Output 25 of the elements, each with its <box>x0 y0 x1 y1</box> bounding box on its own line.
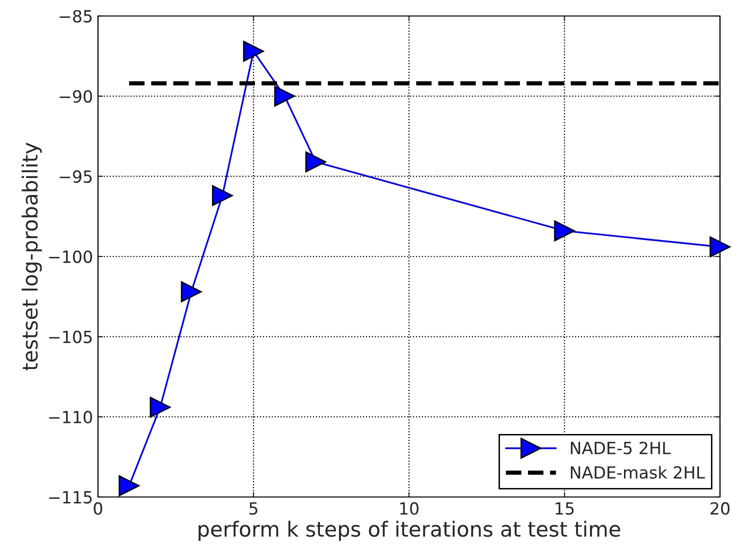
point <box>212 185 233 206</box>
y-tick-label: −95 <box>60 170 92 183</box>
x-tick-label: 20 <box>710 502 730 515</box>
point <box>274 86 296 107</box>
y-tick-label: −85 <box>60 10 92 23</box>
y-tick-label: −90 <box>60 90 92 103</box>
y-tick-label: −100 <box>49 250 92 264</box>
point <box>554 220 575 242</box>
x-tick-label: 0 <box>94 502 102 515</box>
x-tick-label: 5 <box>249 502 258 515</box>
point <box>150 396 171 418</box>
legend-label: NADE-5 2HL <box>570 442 671 454</box>
x-tick-label: 15 <box>556 502 574 515</box>
x-axis-title: perform k steps of iterations at test time <box>198 520 620 541</box>
point <box>180 281 202 302</box>
point <box>243 40 264 62</box>
y-tick-label: −110 <box>49 410 92 424</box>
y-axis-title: testset log-probability <box>22 142 42 370</box>
legend-label: NADE-mask 2HL <box>570 466 705 479</box>
y-tick-label: −115 <box>49 491 92 504</box>
point <box>710 236 730 258</box>
point <box>118 475 140 496</box>
x-tick-label: 10 <box>400 502 418 515</box>
y-tick-label: −105 <box>49 330 92 344</box>
point <box>305 151 326 172</box>
